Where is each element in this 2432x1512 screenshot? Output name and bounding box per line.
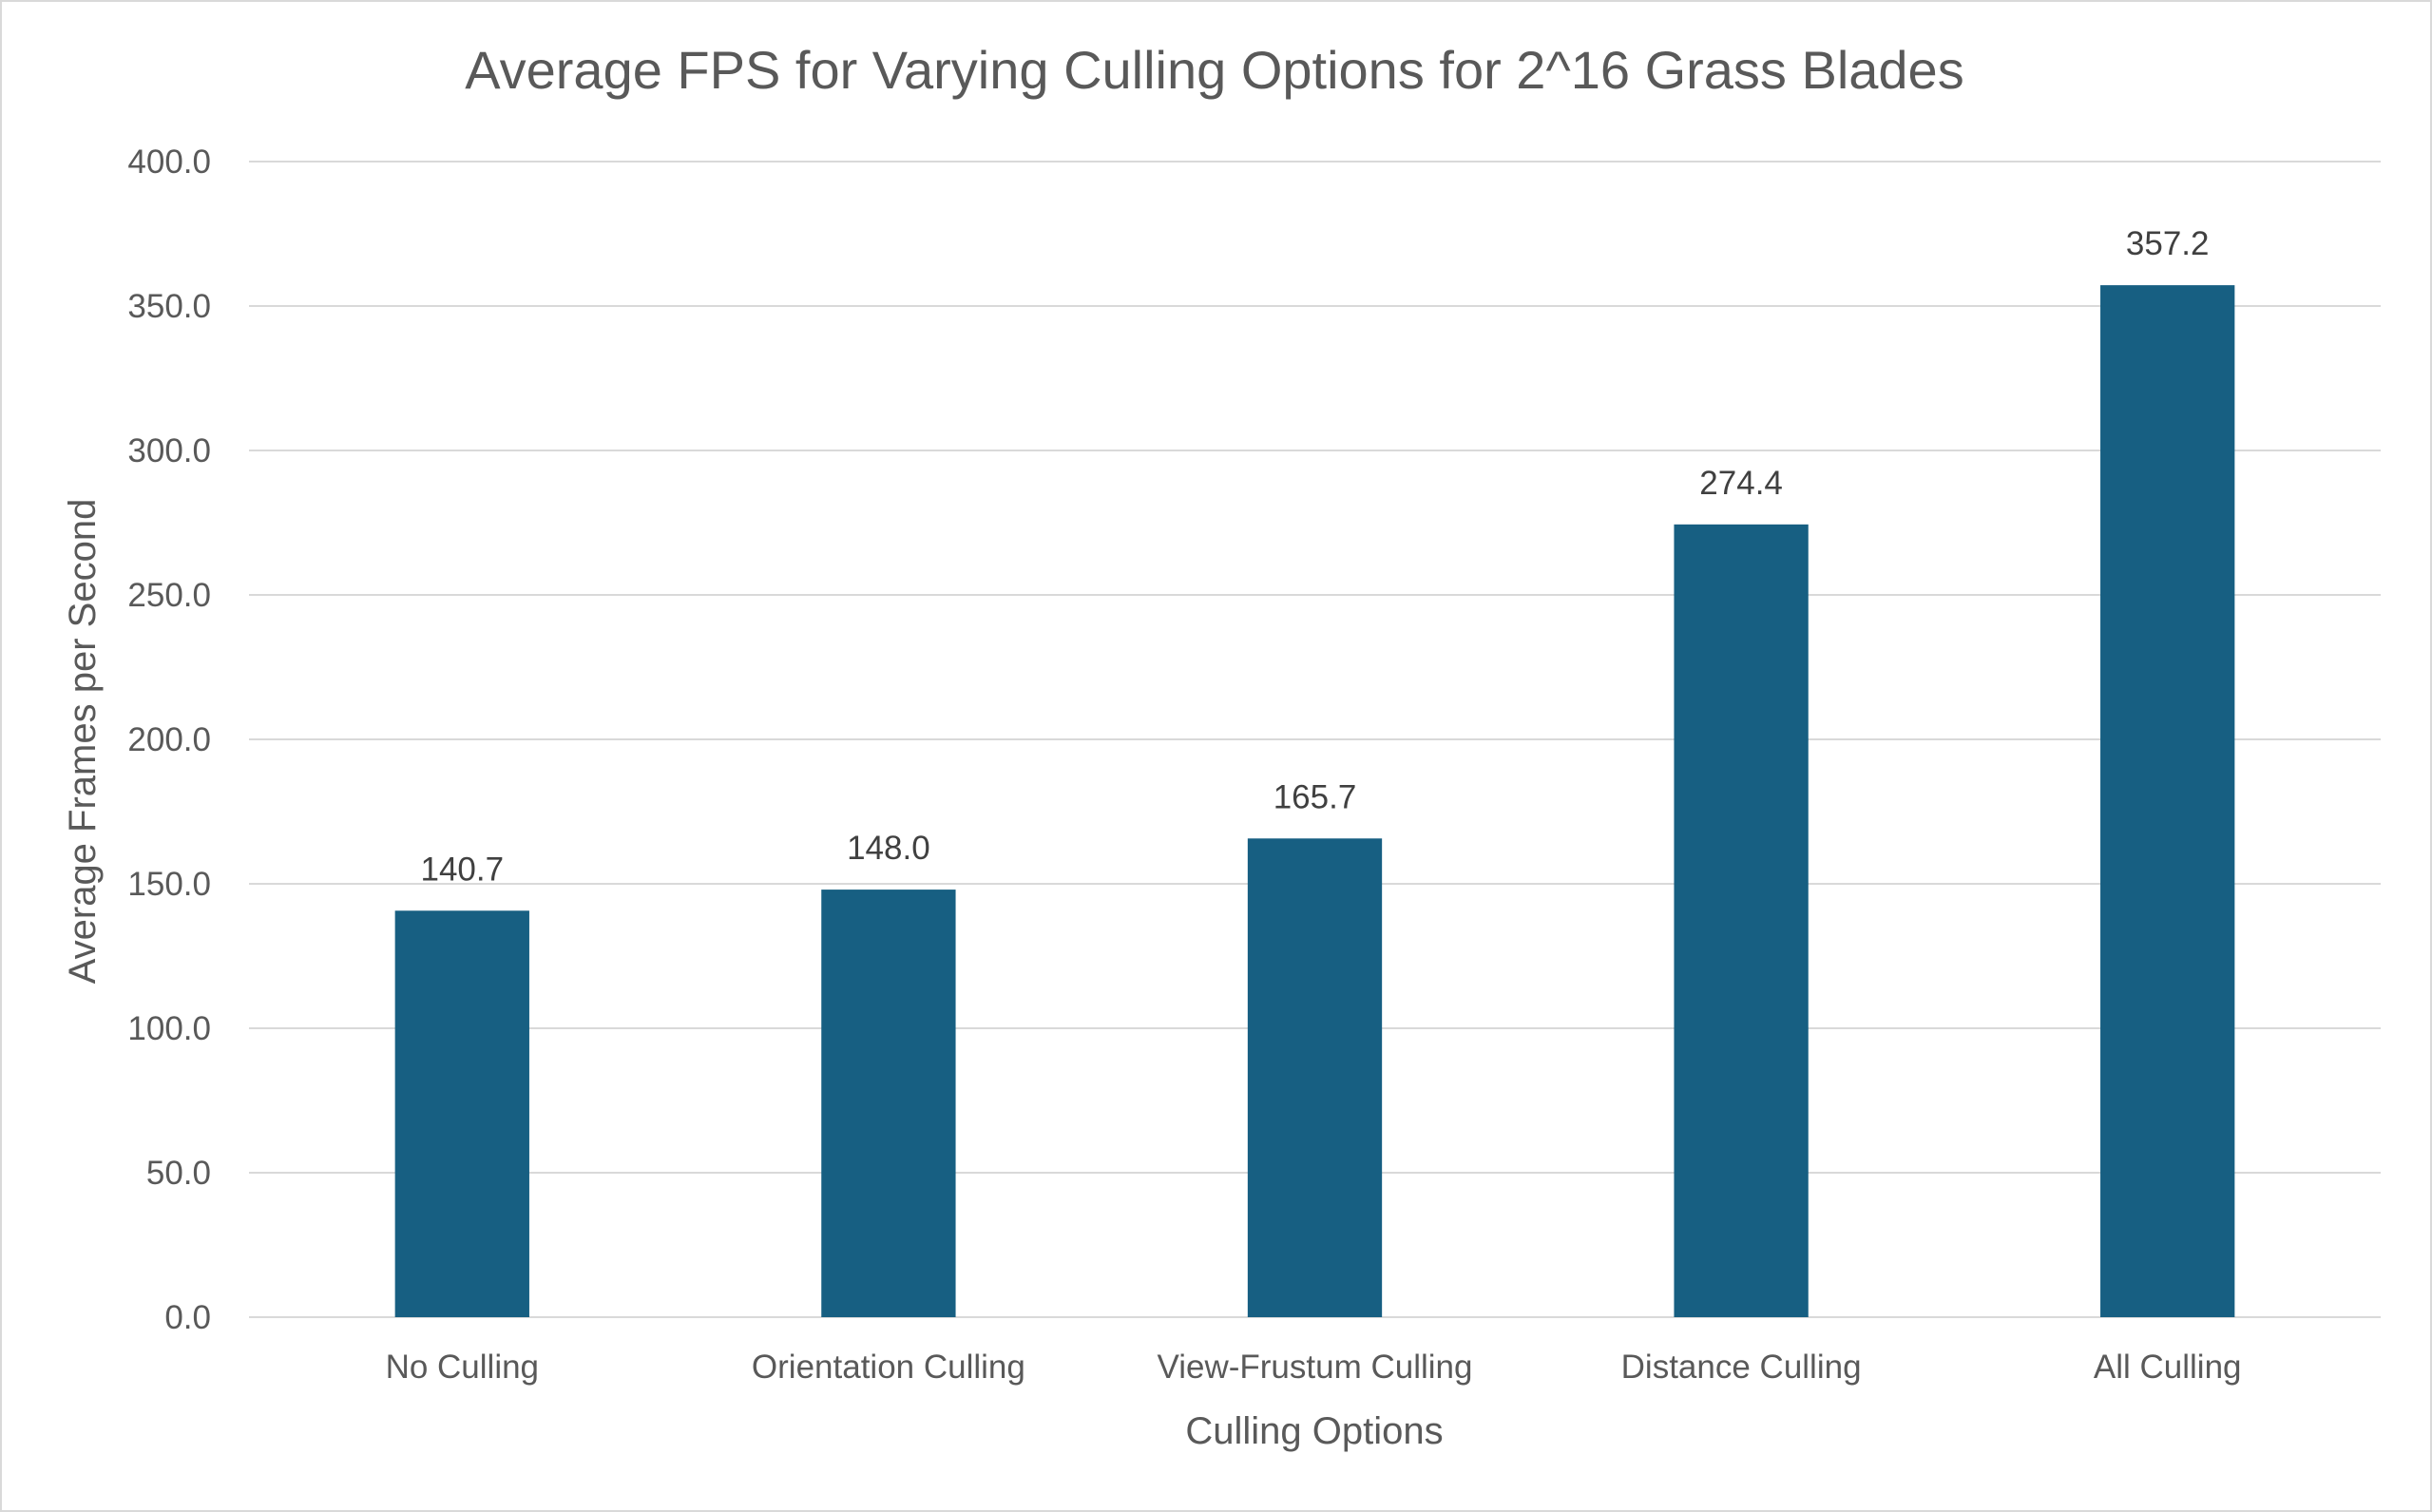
data-label: 357.2: [2126, 225, 2210, 262]
x-axis-category-labels: No Culling Orientation Culling View-Frustu…: [386, 1349, 2242, 1386]
data-label: 274.4: [1699, 465, 1783, 502]
y-axis-tick-labels: 0.0 50.0 100.0 150.0 200.0 250.0 300.0 350.0 400…: [127, 144, 211, 1336]
bar: [1247, 838, 1383, 1317]
bars: [394, 285, 2235, 1317]
bar: [2100, 285, 2235, 1317]
data-labels: 140.7 148.0 165.7 274.4 357.2: [421, 225, 2210, 888]
x-category-label: Orientation Culling: [752, 1349, 1025, 1386]
data-label: 165.7: [1273, 778, 1357, 815]
y-tick-label: 350.0: [127, 288, 211, 325]
y-tick-label: 300.0: [127, 432, 211, 469]
chart-title: Average FPS for Varying Culling Options …: [465, 40, 1963, 100]
x-axis-title: Culling Options: [1185, 1410, 1443, 1452]
x-category-label: View-Frustum Culling: [1158, 1349, 1473, 1386]
y-tick-label: 400.0: [127, 144, 211, 181]
y-tick-label: 50.0: [146, 1155, 211, 1192]
x-category-label: All Culling: [2094, 1349, 2242, 1386]
bar: [1674, 524, 1809, 1317]
y-tick-label: 0.0: [164, 1299, 211, 1336]
data-label: 140.7: [421, 851, 505, 888]
y-tick-label: 100.0: [127, 1010, 211, 1047]
y-axis-title: Average Frames per Second: [62, 499, 104, 985]
y-tick-label: 250.0: [127, 577, 211, 614]
y-tick-label: 150.0: [127, 866, 211, 903]
bar: [821, 890, 956, 1317]
data-label: 148.0: [847, 830, 930, 867]
x-category-label: No Culling: [386, 1349, 539, 1386]
bar: [394, 910, 529, 1317]
y-tick-label: 200.0: [127, 721, 211, 758]
gridlines: [249, 161, 2381, 1318]
x-category-label: Distance Culling: [1621, 1349, 1862, 1386]
